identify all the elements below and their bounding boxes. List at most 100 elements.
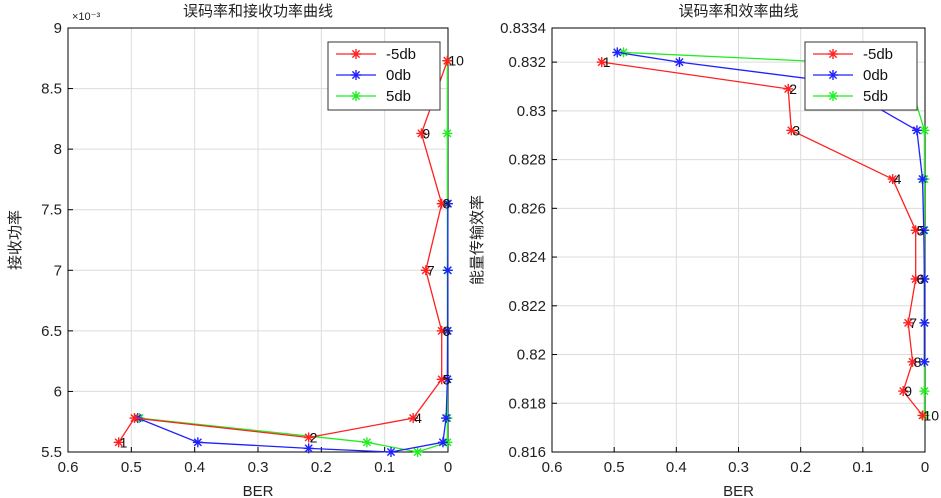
- point-label: 10: [448, 53, 464, 69]
- data-point: [919, 273, 930, 284]
- x-tick-label: 0.4: [184, 459, 205, 476]
- legend-label: -5db: [863, 46, 893, 63]
- data-point: [919, 356, 930, 367]
- data-point: [907, 356, 918, 367]
- data-point: [436, 325, 447, 336]
- point-label: 7: [427, 262, 435, 278]
- data-point: [386, 447, 396, 457]
- data-point: [910, 225, 921, 236]
- point-label: 10: [924, 407, 940, 423]
- chart-transfer-efficiency: 0.6 0.5 0.4 0.3 0.2 0.1 0 0.816 0.818 0.82 0.822 0.…: [469, 2, 939, 498]
- x-tick-label: 0: [921, 459, 929, 476]
- x-tick-label: 0.2: [790, 459, 811, 476]
- y-tick-label: 0.83: [517, 103, 546, 120]
- x-tick-label: 0.1: [852, 459, 873, 476]
- point-label: 2: [789, 81, 797, 97]
- data-point: [919, 317, 930, 328]
- y-tick-label: 5.5: [41, 444, 62, 461]
- data-point: [416, 128, 427, 139]
- y-tick-label: 0.82: [517, 347, 546, 364]
- x-axis-label: BER: [723, 483, 754, 498]
- point-label: 8: [443, 196, 451, 212]
- data-point: [442, 198, 453, 209]
- legend-item: 0db: [336, 67, 411, 84]
- data-point: [436, 374, 447, 385]
- y-axis-label: 接收功率: [7, 210, 24, 270]
- legend-label: -5db: [386, 46, 416, 63]
- data-point: [412, 447, 423, 457]
- y-tick-label: 0.824: [508, 249, 546, 266]
- point-label: 3: [792, 122, 800, 138]
- legend-item: -5db: [813, 46, 893, 63]
- point-label: 5: [443, 371, 451, 387]
- data-point: [898, 386, 909, 397]
- series-5db-0: 1 2 4 5 6 7 8 9 10: [113, 53, 464, 450]
- y-tick-label: 6: [54, 383, 62, 400]
- point-label: 4: [414, 410, 422, 426]
- legend-item: -5db: [336, 46, 416, 63]
- legend-item: 5db: [813, 88, 888, 105]
- y-tick-label: 0.828: [508, 152, 546, 169]
- y-tick-label: 0.8334: [500, 20, 546, 37]
- series-0db-1: [132, 198, 453, 457]
- point-label: 1: [120, 434, 128, 450]
- y-tick-label: 0.822: [508, 298, 546, 315]
- legend-item: 0db: [813, 67, 888, 84]
- legend-label: 5db: [386, 88, 411, 105]
- data-point: [887, 174, 898, 185]
- y-exponent-label: ×10⁻³: [72, 11, 100, 23]
- data-point: [113, 437, 124, 448]
- y-tick-label: 7: [54, 262, 62, 279]
- y-tick-label: 0.816: [508, 444, 546, 461]
- data-point: [919, 125, 930, 136]
- data-point: [441, 413, 452, 424]
- y-tick-label: 0.818: [508, 395, 546, 412]
- data-point: [442, 55, 453, 66]
- data-point: [903, 317, 914, 328]
- point-label: 7: [909, 315, 917, 331]
- legend-label: 5db: [863, 88, 888, 105]
- series-5db-0: 1 2 3 4 5 6 7 89 10: [596, 54, 940, 423]
- chart-title: 误码率和效率曲线: [678, 2, 798, 20]
- y-tick-label: 0.826: [508, 200, 546, 217]
- series-line: [118, 60, 449, 443]
- x-tick-label: 0.6: [58, 459, 79, 476]
- x-tick-label: 0.4: [666, 459, 687, 476]
- x-tick-label: 0.5: [604, 459, 625, 476]
- x-tick-label: 0.5: [121, 459, 142, 476]
- legend-marker: [828, 91, 838, 101]
- legend-marker: [351, 70, 361, 80]
- x-tick-label: 0.3: [728, 459, 749, 476]
- y-tick-label: 9: [54, 20, 62, 37]
- data-point: [786, 125, 797, 136]
- legend-box: [327, 41, 441, 111]
- x-tick-label: 0.2: [311, 459, 332, 476]
- data-point: [919, 386, 930, 397]
- x-tick-label: 0.3: [248, 459, 269, 476]
- chart-received-power: 0.6 0.5 0.4 0.3 0.2 0.1 0 5.5 6 6.5 7 7.5 8 8.5 9 误码率和接…: [7, 2, 464, 498]
- legend: -5db 0db 5db: [327, 41, 441, 111]
- y-tick-label: 6.5: [41, 323, 62, 340]
- data-point: [129, 413, 140, 424]
- point-label: 9: [904, 383, 912, 399]
- data-point: [361, 437, 372, 448]
- data-point: [303, 443, 314, 454]
- legend-marker: [351, 91, 361, 101]
- point-label: 6: [443, 323, 451, 339]
- y-tick-label: 8.5: [41, 81, 62, 98]
- y-tick-label: 0.832: [508, 54, 546, 71]
- legend-label: 0db: [386, 67, 411, 84]
- legend-item: 5db: [336, 88, 411, 105]
- y-axis-label: 能量传输效率: [469, 195, 486, 285]
- legend-box: [804, 41, 918, 111]
- data-point: [917, 174, 928, 185]
- data-point: [303, 432, 314, 443]
- x-axis-label: BER: [243, 483, 274, 498]
- data-point: [442, 265, 453, 276]
- data-point: [911, 125, 922, 136]
- point-label: 5: [917, 222, 925, 238]
- point-label: 4: [894, 171, 902, 187]
- data-point: [420, 265, 431, 276]
- data-point: [917, 410, 928, 421]
